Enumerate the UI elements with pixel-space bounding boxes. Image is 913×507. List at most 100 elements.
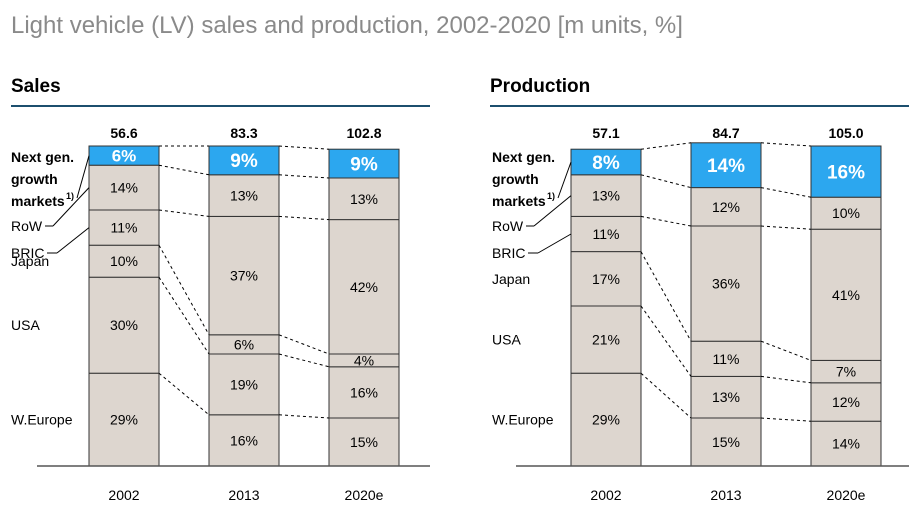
production-category-2020e: 2020e — [827, 487, 866, 503]
production-label-2020e-bric: 41% — [832, 287, 860, 303]
sales-label-2002-usa: 30% — [110, 317, 138, 333]
production-label-2013-nextgengrowthmarkets: 14% — [707, 156, 745, 177]
sales-connector — [278, 215, 330, 221]
production-bar-2020e-row — [810, 196, 882, 230]
production-bar-2020e-nextgengrowthmarkets — [810, 145, 882, 198]
production-leader-row — [533, 195, 572, 227]
sales-leader-nextgen — [76, 155, 90, 199]
production-connector — [760, 187, 812, 198]
sales-legend-weurope: W.Europe — [11, 412, 73, 428]
production-label-2002-nextgengrowthmarkets: 8% — [592, 153, 620, 174]
sales-connector — [158, 276, 210, 355]
production-bar-2020e-bric — [810, 228, 882, 361]
sales-panel-title: Sales — [11, 76, 61, 97]
production-label-2002-japan: 17% — [592, 271, 620, 287]
sales-connector — [278, 174, 330, 179]
production-label-2020e-japan: 7% — [836, 364, 856, 380]
production-connector — [640, 142, 692, 150]
production-label-2013-row: 12% — [712, 199, 740, 215]
production-legend-nextgen-line1: Next gen. — [492, 149, 555, 165]
sales-bar-2020e-usa — [328, 366, 400, 419]
production-connector — [640, 251, 692, 342]
production-connector — [760, 142, 812, 147]
production-total-2002: 57.1 — [592, 125, 619, 141]
production-label-2013-weurope: 15% — [712, 434, 740, 450]
sales-label-2020e-japan: 4% — [354, 352, 374, 368]
production-connector — [640, 215, 692, 227]
sales-bar-2002-japan — [88, 244, 160, 278]
production-connector — [760, 417, 812, 422]
sales-label-2013-usa: 19% — [230, 376, 258, 392]
production-label-2013-bric: 36% — [712, 276, 740, 292]
production-label-2002-usa: 21% — [592, 332, 620, 348]
production-label-2020e-nextgengrowthmarkets: 16% — [827, 162, 865, 183]
sales-label-2020e-nextgengrowthmarkets: 9% — [350, 154, 378, 175]
production-connector — [760, 225, 812, 230]
production-bar-2013-weurope — [690, 417, 762, 467]
sales-legend-footnote: 1) — [66, 191, 74, 201]
production-bar-2020e-usa — [810, 382, 882, 422]
sales-bar-2020e-row — [328, 177, 400, 221]
production-bar-2002-weurope — [570, 372, 642, 467]
sales-connector — [158, 244, 210, 336]
production-legend-japan: Japan — [492, 271, 530, 287]
sales-label-2002-bric: 11% — [111, 220, 138, 236]
sales-connector — [158, 372, 210, 416]
sales-total-2020e: 102.8 — [346, 125, 381, 141]
sales-label-2013-row: 13% — [230, 188, 258, 204]
production-bar-2013-bric — [690, 225, 762, 342]
sales-bar-2013-weurope — [208, 414, 280, 467]
production-bar-2013-nextgengrowthmarkets — [690, 142, 762, 189]
production-legend-nextgen-line2: growth — [492, 171, 539, 187]
sales-bar-2002-usa — [88, 276, 160, 374]
sales-connector — [278, 334, 330, 355]
production-connector — [760, 375, 812, 384]
sales-label-2013-nextgengrowthmarkets: 9% — [230, 151, 258, 172]
production-label-2020e-usa: 12% — [832, 394, 860, 410]
sales-label-2013-weurope: 16% — [230, 432, 258, 448]
sales-title-rule — [11, 105, 430, 107]
sales-label-2020e-weurope: 15% — [350, 434, 378, 450]
sales-bar-2020e-nextgengrowthmarkets — [328, 148, 400, 179]
production-leader-nextgen — [557, 161, 572, 199]
sales-label-2002-weurope: 29% — [110, 412, 138, 428]
production-legend-footnote: 1) — [547, 191, 555, 201]
production-label-2002-weurope: 29% — [592, 412, 620, 428]
production-label-2020e-weurope: 14% — [832, 436, 860, 452]
production-total-2020e: 105.0 — [828, 125, 863, 141]
sales-label-2002-nextgengrowthmarkets: 6% — [112, 147, 137, 166]
sales-legend-row: RoW — [11, 218, 43, 234]
production-connector — [640, 305, 692, 377]
production-bar-2013-japan — [690, 340, 762, 377]
production-title-rule — [490, 105, 909, 107]
production-legend-row: RoW — [492, 218, 524, 234]
production-category-2013: 2013 — [710, 487, 741, 503]
production-connector — [640, 174, 692, 189]
sales-connector — [158, 164, 210, 176]
sales-bar-2013-nextgengrowthmarkets — [208, 145, 280, 176]
production-bar-2002-usa — [570, 305, 642, 374]
production-legend-weurope: W.Europe — [492, 412, 554, 428]
sales-label-2013-bric: 37% — [230, 268, 258, 284]
sales-bar-2013-bric — [208, 215, 280, 336]
sales-bar-2020e-bric — [328, 219, 400, 355]
production-label-2002-bric: 11% — [593, 226, 620, 242]
sales-leader-bric — [56, 227, 90, 254]
sales-label-2020e-row: 13% — [350, 191, 378, 207]
sales-category-2013: 2013 — [228, 487, 259, 503]
sales-legend-japan: Japan — [11, 253, 49, 269]
production-bar-2013-row — [690, 187, 762, 227]
sales-label-2020e-bric: 42% — [350, 279, 378, 295]
sales-connector — [278, 145, 330, 150]
production-label-2020e-row: 10% — [832, 205, 860, 221]
production-category-2002: 2002 — [590, 487, 621, 503]
sales-legend-bric: BRIC — [11, 245, 44, 261]
production-total-2013: 84.7 — [712, 125, 739, 141]
production-connector — [640, 372, 692, 419]
sales-leader-row — [52, 187, 90, 227]
sales-connector — [278, 414, 330, 419]
sales-label-2020e-usa: 16% — [350, 384, 378, 400]
sales-legend-nextgen-line3: markets — [11, 193, 65, 209]
production-label-2013-japan: 11% — [713, 351, 740, 367]
